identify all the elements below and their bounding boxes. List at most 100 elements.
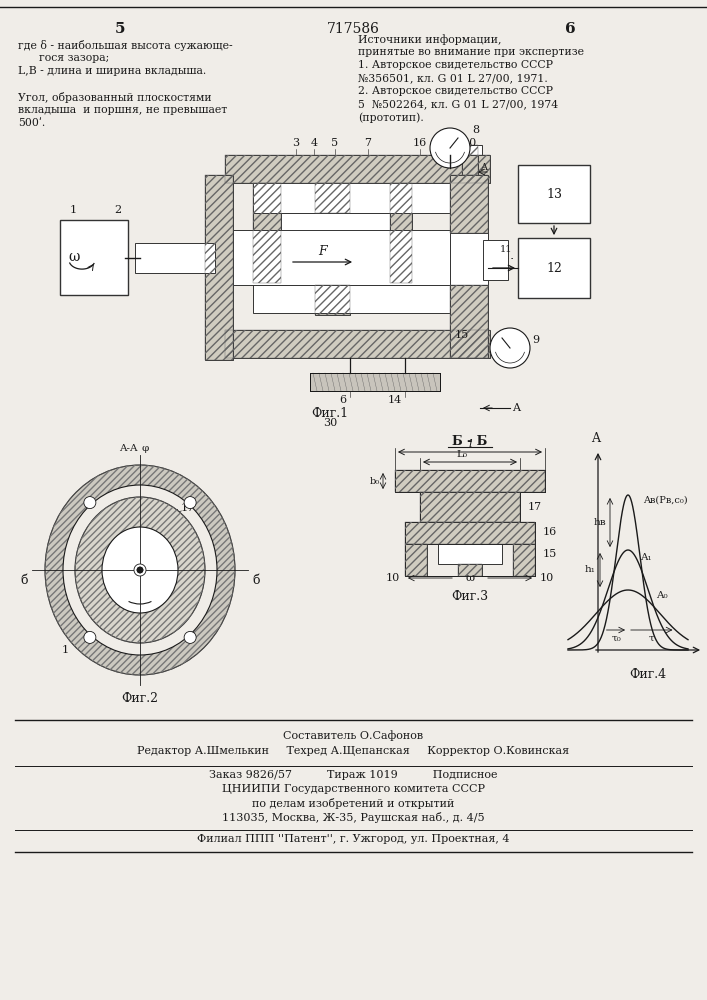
Text: 10: 10 xyxy=(463,138,477,148)
Bar xyxy=(395,470,545,492)
Text: 17: 17 xyxy=(181,503,195,513)
Bar xyxy=(405,522,535,544)
Text: гося зазора;: гося зазора; xyxy=(18,53,110,63)
Bar xyxy=(233,230,450,285)
Bar xyxy=(395,470,545,492)
Text: Фиг.1: Фиг.1 xyxy=(312,407,349,420)
Text: 12: 12 xyxy=(546,261,562,274)
Text: 1: 1 xyxy=(62,645,69,655)
Bar xyxy=(310,373,440,391)
Bar xyxy=(462,145,478,175)
Bar xyxy=(315,285,350,315)
Bar xyxy=(253,183,281,283)
Bar xyxy=(253,183,450,213)
Text: l: l xyxy=(468,439,472,449)
Text: 11: 11 xyxy=(500,245,513,254)
Bar xyxy=(225,330,490,358)
Bar xyxy=(458,145,482,155)
Text: Б - Б: Б - Б xyxy=(452,435,488,448)
Text: 5  №502264, кл. G 01 L 27/00, 1974: 5 №502264, кл. G 01 L 27/00, 1974 xyxy=(358,99,558,109)
Text: б: б xyxy=(252,574,259,587)
Text: A: A xyxy=(512,403,520,413)
Bar xyxy=(483,240,508,280)
Text: L₀: L₀ xyxy=(457,450,467,459)
Bar xyxy=(458,564,482,576)
Ellipse shape xyxy=(102,527,178,613)
Text: Источники информации,: Источники информации, xyxy=(358,34,501,45)
Text: 14: 14 xyxy=(388,395,402,405)
Bar xyxy=(513,544,535,576)
Bar xyxy=(315,183,350,213)
Text: 8: 8 xyxy=(472,125,479,135)
Text: τ: τ xyxy=(649,634,655,643)
Text: (прототип).: (прототип). xyxy=(358,112,423,123)
Text: h₁: h₁ xyxy=(585,566,596,574)
Text: hв: hв xyxy=(593,518,606,527)
Bar xyxy=(205,175,233,360)
Text: φ: φ xyxy=(142,444,149,453)
Circle shape xyxy=(490,328,530,368)
Bar xyxy=(420,492,520,522)
Bar xyxy=(513,544,535,576)
Text: 3: 3 xyxy=(293,138,300,148)
Text: 5: 5 xyxy=(332,138,339,148)
Text: A-A: A-A xyxy=(119,444,138,453)
Bar xyxy=(420,492,520,522)
Text: A₁: A₁ xyxy=(640,554,652,562)
Bar xyxy=(405,522,535,544)
Circle shape xyxy=(134,564,146,576)
Bar xyxy=(253,285,450,313)
Ellipse shape xyxy=(45,465,235,675)
Text: Фиг.3: Фиг.3 xyxy=(452,590,489,603)
Text: ω: ω xyxy=(465,573,474,583)
Text: A₀: A₀ xyxy=(656,590,667,599)
Text: ω: ω xyxy=(68,250,79,264)
Text: принятые во внимание при экспертизе: принятые во внимание при экспертизе xyxy=(358,47,584,57)
Bar xyxy=(60,220,128,295)
Text: 6: 6 xyxy=(565,22,575,36)
Text: б: б xyxy=(21,574,28,587)
Ellipse shape xyxy=(63,485,217,655)
Text: 10: 10 xyxy=(386,573,400,583)
Text: 30: 30 xyxy=(323,418,337,428)
Text: Составитель О.Сафонов: Составитель О.Сафонов xyxy=(283,730,423,741)
Text: Aв(Pв,c₀): Aв(Pв,c₀) xyxy=(643,495,688,504)
Bar xyxy=(135,243,215,273)
Text: Заказ 9826/57          Тираж 1019          Подписное: Заказ 9826/57 Тираж 1019 Подписное xyxy=(209,770,497,780)
Text: вкладыша  и поршня, не превышает: вкладыша и поршня, не превышает xyxy=(18,105,227,115)
Text: ЦНИИПИ Государственного комитета СССР: ЦНИИПИ Государственного комитета СССР xyxy=(221,784,484,794)
Circle shape xyxy=(430,128,470,168)
Text: 16: 16 xyxy=(543,527,557,537)
Text: Фиг.2: Фиг.2 xyxy=(122,692,158,705)
Text: L,B - длина и ширина вкладыша.: L,B - длина и ширина вкладыша. xyxy=(18,66,206,76)
Bar xyxy=(450,175,488,233)
Bar xyxy=(438,544,502,564)
Bar xyxy=(450,175,488,233)
Bar xyxy=(395,470,545,492)
Bar xyxy=(315,285,350,315)
Text: Редактор А.Шмелькин     Техред А.Щепанская     Корректор О.Ковинская: Редактор А.Шмелькин Техред А.Щепанская К… xyxy=(137,746,569,756)
Text: 113035, Москва, Ж-35, Раушская наб., д. 4/5: 113035, Москва, Ж-35, Раушская наб., д. … xyxy=(222,812,484,823)
Bar xyxy=(390,183,412,283)
Bar xyxy=(225,155,490,183)
Bar xyxy=(518,165,590,223)
Text: b₀: b₀ xyxy=(370,477,380,486)
Bar xyxy=(225,330,490,358)
Bar xyxy=(450,233,488,285)
Text: 13: 13 xyxy=(546,188,562,200)
Text: τ₀: τ₀ xyxy=(611,634,621,643)
Bar xyxy=(315,183,350,213)
Text: 2. Авторское свидетельство СССР: 2. Авторское свидетельство СССР xyxy=(358,86,553,96)
Text: 1. Авторское свидетельство СССР: 1. Авторское свидетельство СССР xyxy=(358,60,553,70)
Text: Угол, образованный плоскостями: Угол, образованный плоскостями xyxy=(18,92,211,103)
Text: 1: 1 xyxy=(69,205,76,215)
Circle shape xyxy=(137,567,143,573)
Text: Фиг.4: Фиг.4 xyxy=(629,668,667,681)
Text: по делам изобретений и открытий: по делам изобретений и открытий xyxy=(252,798,454,809)
Text: 6: 6 xyxy=(339,395,346,405)
Bar xyxy=(253,183,281,283)
Text: F: F xyxy=(317,245,327,258)
Text: 15: 15 xyxy=(455,330,469,340)
Text: Филиал ППП ''Патент'', г. Ужгород, ул. Проектная, 4: Филиал ППП ''Патент'', г. Ужгород, ул. П… xyxy=(197,834,509,844)
Bar xyxy=(281,213,390,285)
